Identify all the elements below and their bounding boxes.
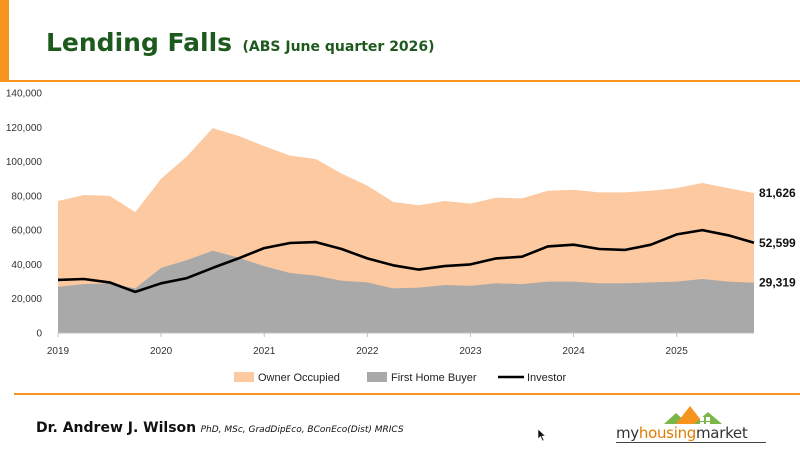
end-labels: 81,626 52,599 29,319	[759, 186, 796, 290]
author-credentials: PhD, MSc, GradDipEco, BConEco(Dist) MRIC…	[200, 425, 404, 435]
legend-label-investor: Investor	[527, 372, 566, 384]
y-axis: 0 20,000 40,000 60,000 80,000 100,000 120,000 1…	[6, 89, 43, 340]
end-value-label: 81,626	[759, 186, 796, 200]
title-row: Lending Falls (ABS June quarter 2026)	[46, 28, 435, 57]
y-tick-label: 0	[36, 329, 42, 340]
y-tick-label: 120,000	[6, 123, 43, 134]
investor-line	[57, 228, 755, 294]
legend-label-first-home-buyer: First Home Buyer	[391, 372, 477, 384]
x-tick-label: 2019	[47, 346, 70, 357]
logo-wordmark: myhousingmarket	[616, 424, 748, 442]
logo-underline	[616, 442, 766, 443]
accent-bar	[0, 0, 9, 80]
mouse-cursor-icon	[537, 428, 547, 442]
y-tick-label: 100,000	[6, 157, 43, 168]
myhousingmarket-logo: myhousingmarket	[616, 402, 766, 443]
x-tick-label: 2023	[459, 346, 482, 357]
header-divider	[0, 80, 800, 82]
y-tick-label: 20,000	[11, 294, 42, 305]
house-logo-icon	[664, 406, 722, 424]
y-tick-label: 60,000	[11, 226, 42, 237]
x-tick-label: 2021	[253, 346, 276, 357]
logo-text-housing: housing	[638, 424, 696, 442]
x-tick-label: 2020	[150, 346, 173, 357]
legend-swatch-owner-occupied	[234, 372, 254, 382]
legend: Owner Occupied First Home Buyer Investor	[234, 372, 566, 384]
logo-text-my: my	[616, 424, 639, 442]
footer-divider	[14, 393, 800, 395]
page-subtitle: (ABS June quarter 2026)	[242, 39, 435, 55]
y-tick-label: 140,000	[6, 89, 43, 100]
end-value-label: 52,599	[759, 236, 796, 250]
first-home-buyer-area	[58, 250, 754, 333]
x-tick-label: 2024	[562, 346, 585, 357]
page-title: Lending Falls	[46, 28, 233, 57]
legend-swatch-first-home-buyer	[367, 372, 387, 382]
x-axis: 2019 2020 2021 2022 2023 2024 2025	[47, 332, 754, 357]
logo-text-market: market	[696, 424, 748, 442]
lending-chart: 0 20,000 40,000 60,000 80,000 100,000 120,000 1…	[6, 89, 796, 385]
x-tick-label: 2025	[666, 346, 689, 357]
x-tick-label: 2022	[356, 346, 379, 357]
author-credit: Dr. Andrew J. Wilson PhD, MSc, GradDipEc…	[36, 419, 404, 437]
y-tick-label: 40,000	[11, 260, 42, 271]
legend-label-owner-occupied: Owner Occupied	[258, 372, 340, 384]
y-tick-label: 80,000	[11, 191, 42, 202]
end-value-label: 29,319	[759, 276, 796, 290]
author-name: Dr. Andrew J. Wilson	[36, 420, 197, 436]
plot-area	[57, 128, 755, 333]
